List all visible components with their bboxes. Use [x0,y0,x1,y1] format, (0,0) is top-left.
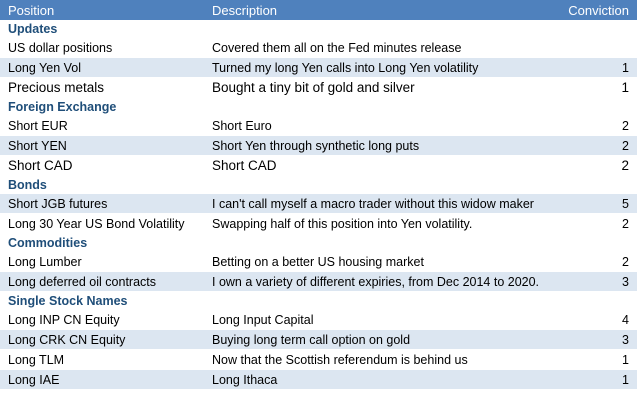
description-cell: Long Input Capital [204,310,559,330]
position-cell: Short YEN [0,135,204,156]
position-cell: Short EUR [0,116,204,136]
section-spacer [204,291,559,310]
description-cell: Short Yen through synthetic long puts [204,135,559,156]
section-spacer [559,175,637,194]
table-row: Long TLM Now that the Scottish referendum… [0,349,637,370]
section-spacer [204,20,559,38]
section-header-row: Commodities [0,233,637,252]
description-cell: Turned my long Yen calls into Long Yen v… [204,57,559,78]
table-row: Short JGB futures I can't call myself a m… [0,194,637,214]
position-cell: Long TLM [0,349,204,370]
section-title: Foreign Exchange [8,100,117,114]
header-conviction: Conviction [559,0,637,20]
position-cell: Short CAD [0,155,204,176]
description-cell: Betting on a better US housing market [204,252,559,272]
section-spacer [204,233,559,252]
position-cell: Long deferred oil contracts [0,271,204,292]
section-spacer [559,291,637,310]
table-row: Short YEN Short Yen through synthetic lon… [0,135,637,156]
conviction-cell: 4 [559,310,637,330]
conviction-cell [559,38,637,58]
position-cell: Long CRK CN Equity [0,329,204,350]
section-header-row: Single Stock Names [0,291,637,310]
section-header-row: Updates [0,20,637,38]
table-row: US dollar positions Covered them all on t… [0,38,637,58]
position-cell: Precious metals [0,77,204,98]
conviction-cell: 2 [559,155,637,176]
section-spacer [559,97,637,116]
conviction-cell: 2 [559,135,637,156]
description-cell: Buying long term call option on gold [204,329,559,350]
position-cell: Long INP CN Equity [0,310,204,330]
position-cell: Long 30 Year US Bond Volatility [0,213,204,234]
table-row: Long INP CN Equity Long Input Capital 4 [0,310,637,330]
description-cell: Long Ithaca [204,369,559,390]
table-row: Long IAE Long Ithaca 1 [0,369,637,390]
position-cell: Long Yen Vol [0,57,204,78]
section-title: Bonds [8,178,47,192]
description-cell: I can't call myself a macro trader witho… [204,194,559,214]
header-position: Position [0,0,204,20]
positions-table-body: Position Description Conviction Updates U… [0,0,637,390]
position-cell: Short JGB futures [0,194,204,214]
section-title: Single Stock Names [8,294,128,308]
description-cell: Bought a tiny bit of gold and silver [204,77,559,98]
description-cell: Short Euro [204,116,559,136]
section-spacer [559,20,637,38]
section-spacer [204,175,559,194]
section-spacer [204,97,559,116]
positions-table: Position Description Conviction Updates U… [0,0,637,390]
conviction-cell: 1 [559,349,637,370]
table-row: Short CAD Short CAD 2 [0,155,637,176]
conviction-cell: 3 [559,329,637,350]
table-row: Precious metals Bought a tiny bit of gold… [0,77,637,98]
conviction-cell: 2 [559,213,637,234]
table-row: Long CRK CN Equity Buying long term call … [0,329,637,350]
description-cell: Covered them all on the Fed minutes rele… [204,38,559,58]
table-header-row: Position Description Conviction [0,0,637,20]
table-row: Long 30 Year US Bond Volatility Swapping … [0,213,637,234]
section-title: Commodities [8,236,88,250]
table-row: Long Lumber Betting on a better US housin… [0,252,637,272]
description-cell: I own a variety of different expiries, f… [204,271,559,292]
conviction-cell: 2 [559,116,637,136]
description-cell: Now that the Scottish referendum is behi… [204,349,559,370]
section-header-row: Foreign Exchange [0,97,637,116]
table-row: Long deferred oil contracts I own a varie… [0,271,637,292]
section-title: Updates [8,22,58,36]
position-cell: Long Lumber [0,252,204,272]
description-cell: Swapping half of this position into Yen … [204,213,559,234]
conviction-cell: 1 [559,369,637,390]
conviction-cell: 2 [559,252,637,272]
position-cell: US dollar positions [0,38,204,58]
conviction-cell: 5 [559,194,637,214]
position-cell: Long IAE [0,369,204,390]
description-cell: Short CAD [204,155,559,176]
table-row: Short EUR Short Euro 2 [0,116,637,136]
section-spacer [559,233,637,252]
table-row: Long Yen Vol Turned my long Yen calls int… [0,57,637,78]
conviction-cell: 1 [559,77,637,98]
conviction-cell: 1 [559,57,637,78]
header-description: Description [204,0,559,20]
section-header-row: Bonds [0,175,637,194]
conviction-cell: 3 [559,271,637,292]
